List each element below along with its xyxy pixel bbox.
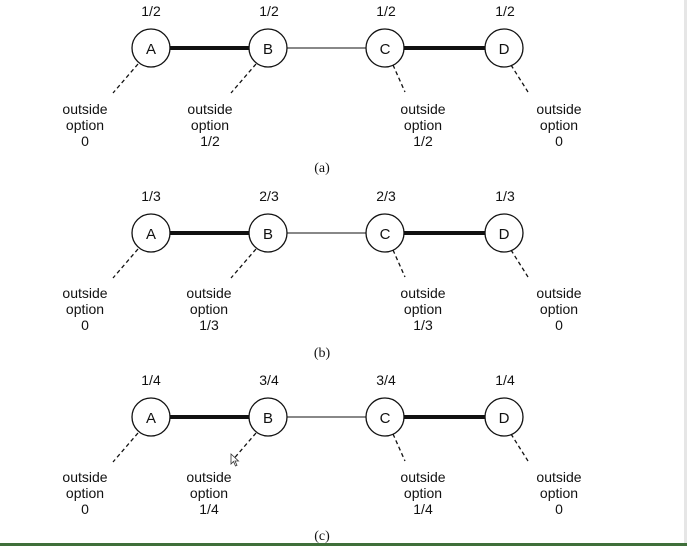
node-label: D	[499, 41, 510, 58]
dash-a	[112, 63, 139, 94]
node-value: 1/3	[495, 188, 515, 204]
node-value: 3/4	[259, 372, 279, 388]
node-label: A	[146, 226, 156, 243]
outside-option-value: 1/4	[199, 501, 219, 517]
outside-option-value: 1/3	[199, 317, 219, 333]
outside-option-line: outside	[536, 101, 581, 117]
window-bottom-border	[0, 543, 687, 546]
dash-b	[230, 63, 257, 94]
outside-option-value: 0	[81, 501, 89, 517]
node-value: 3/4	[376, 372, 396, 388]
node-a	[131, 397, 171, 437]
mouse-cursor-icon	[230, 453, 240, 467]
node-a	[131, 213, 171, 253]
dash-c	[392, 433, 406, 462]
panel-b: A B C D 1/3 2/3 2/3 1/3 outside option 0…	[62, 188, 581, 361]
node-d	[484, 28, 524, 68]
outside-option-line: outside	[186, 285, 231, 301]
outside-option-line: option	[404, 485, 442, 501]
node-value: 1/3	[141, 188, 161, 204]
outside-option-line: outside	[400, 469, 445, 485]
outside-option-line: option	[66, 485, 104, 501]
window-right-edge	[684, 0, 687, 546]
node-label: C	[380, 410, 391, 427]
outside-option-line: option	[190, 301, 228, 317]
node-b	[248, 213, 288, 253]
outside-option-line: option	[191, 117, 229, 133]
node-d	[484, 213, 524, 253]
outside-option-line: option	[540, 485, 578, 501]
outside-option-value: 0	[555, 133, 563, 149]
node-label: D	[499, 226, 510, 243]
node-value: 1/2	[259, 3, 279, 19]
node-value: 1/2	[141, 3, 161, 19]
outside-option-line: outside	[536, 285, 581, 301]
node-label: A	[146, 410, 156, 427]
outside-option-value: 0	[555, 317, 563, 333]
node-value: 2/3	[259, 188, 279, 204]
dash-a	[112, 248, 139, 279]
node-label: C	[380, 41, 391, 58]
panel-caption: (c)	[314, 529, 330, 544]
dash-b	[230, 432, 257, 463]
panel-c: A B C D 1/4 3/4 3/4 1/4 outside option 0…	[62, 372, 581, 544]
node-value: 1/2	[376, 3, 396, 19]
outside-option-line: outside	[536, 469, 581, 485]
node-c	[365, 213, 405, 253]
outside-option-value: 0	[555, 501, 563, 517]
node-c	[365, 28, 405, 68]
dash-c	[392, 249, 406, 278]
node-value: 1/2	[495, 3, 515, 19]
node-label: D	[499, 410, 510, 427]
outside-option-line: outside	[400, 101, 445, 117]
dash-d	[510, 249, 529, 278]
node-c	[365, 397, 405, 437]
outside-option-line: outside	[62, 469, 107, 485]
outside-option-value: 0	[81, 133, 89, 149]
outside-option-line: option	[66, 117, 104, 133]
dash-d	[510, 433, 529, 462]
outside-option-line: outside	[400, 285, 445, 301]
node-b	[248, 397, 288, 437]
node-label: A	[146, 41, 156, 58]
node-value: 1/4	[495, 372, 515, 388]
outside-option-value: 1/2	[200, 133, 220, 149]
outside-option-line: option	[190, 485, 228, 501]
node-label: C	[380, 226, 391, 243]
node-d	[484, 397, 524, 437]
panel-a: A B C D 1/2 1/2 1/2 1/2 outside option 0…	[62, 3, 581, 176]
dash-b	[230, 248, 257, 279]
node-value: 2/3	[376, 188, 396, 204]
outside-option-value: 1/3	[413, 317, 433, 333]
outside-option-line: option	[404, 301, 442, 317]
outside-option-line: option	[66, 301, 104, 317]
dash-d	[510, 64, 529, 93]
outside-option-value: 1/2	[413, 133, 433, 149]
node-b	[248, 28, 288, 68]
node-label: B	[263, 410, 273, 427]
node-label: B	[263, 41, 273, 58]
node-a	[131, 28, 171, 68]
outside-option-line: option	[404, 117, 442, 133]
panel-caption: (a)	[314, 161, 330, 176]
outside-option-line: outside	[62, 285, 107, 301]
dash-a	[112, 432, 139, 463]
node-value: 1/4	[141, 372, 161, 388]
node-label: B	[263, 226, 273, 243]
panel-caption: (b)	[314, 346, 331, 361]
outside-option-value: 1/4	[413, 501, 433, 517]
dash-c	[392, 64, 406, 93]
outside-option-line: outside	[62, 101, 107, 117]
outside-option-value: 0	[81, 317, 89, 333]
outside-option-line: option	[540, 117, 578, 133]
outside-option-line: outside	[186, 469, 231, 485]
outside-option-line: outside	[187, 101, 232, 117]
outside-option-line: option	[540, 301, 578, 317]
